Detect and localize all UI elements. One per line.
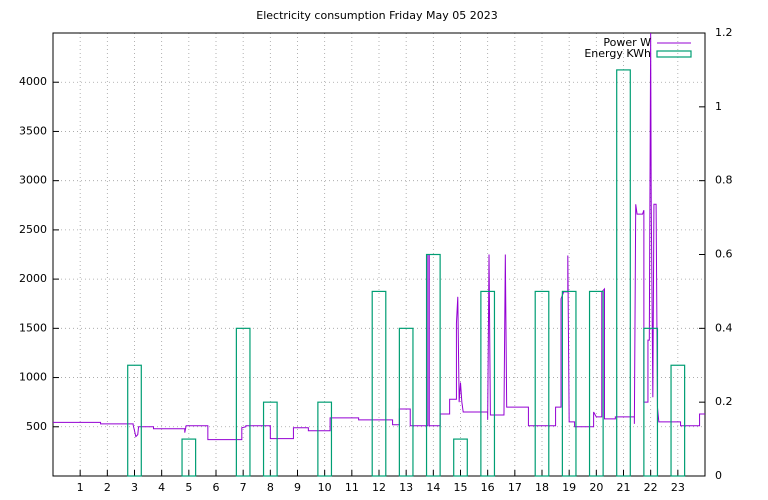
y2-tick-label: 0.6 — [715, 248, 733, 261]
power-line — [53, 32, 705, 441]
y2-tick-label: 1.2 — [715, 26, 733, 39]
y-tick-label: 4000 — [19, 75, 47, 88]
x-tick-label: 15 — [454, 481, 468, 494]
y-tick-label: 2000 — [19, 272, 47, 285]
energy-box — [561, 290, 577, 477]
x-tick-label: 5 — [185, 481, 192, 494]
x-tick-label: 6 — [213, 481, 220, 494]
legend-label: Energy KWh — [584, 47, 651, 60]
x-tick-label: 7 — [240, 481, 247, 494]
energy-box — [616, 69, 631, 477]
x-tick-label: 12 — [372, 481, 386, 494]
legend-label: Power W — [603, 36, 651, 49]
y2-tick-label: 0.8 — [715, 174, 733, 187]
legend-swatch — [656, 50, 692, 58]
x-tick-label: 23 — [671, 481, 685, 494]
y-tick-label: 1500 — [19, 321, 47, 334]
energy-box — [262, 401, 278, 477]
energy-box — [425, 253, 441, 477]
x-tick-label: 18 — [535, 481, 549, 494]
x-tick-label: 10 — [318, 481, 332, 494]
y-tick-label: 3500 — [19, 124, 47, 137]
energy-box — [534, 290, 550, 477]
x-tick-label: 17 — [508, 481, 522, 494]
x-tick-label: 4 — [158, 481, 165, 494]
x-tick-label: 19 — [562, 481, 576, 494]
x-tick-label: 2 — [104, 481, 111, 494]
x-tick-label: 3 — [131, 481, 138, 494]
energy-box — [480, 290, 496, 477]
energy-box — [588, 290, 604, 477]
y-tick-label: 1000 — [19, 371, 47, 384]
x-tick-label: 13 — [399, 481, 413, 494]
y2-tick-label: 0 — [715, 469, 722, 482]
chart-title: Electricity consumption Friday May 05 20… — [256, 9, 497, 22]
energy-box — [127, 364, 142, 477]
energy-box — [317, 401, 333, 477]
x-tick-label: 8 — [267, 481, 274, 494]
energy-box — [643, 327, 659, 477]
energy-box — [235, 327, 251, 477]
energy-box — [670, 364, 686, 477]
x-tick-label: 20 — [589, 481, 603, 494]
energy-box — [398, 327, 414, 477]
x-tick-label: 14 — [426, 481, 440, 494]
energy-box — [371, 290, 387, 477]
y2-tick-label: 0.4 — [715, 321, 733, 334]
y2-tick-label: 0.2 — [715, 395, 733, 408]
x-tick-label: 22 — [644, 481, 658, 494]
energy-box — [453, 438, 468, 477]
x-tick-label: 16 — [481, 481, 495, 494]
x-tick-label: 9 — [294, 481, 301, 494]
y-tick-label: 3000 — [19, 174, 47, 187]
energy-box — [181, 438, 197, 477]
x-tick-label: 1 — [77, 481, 84, 494]
y2-tick-label: 1 — [715, 100, 722, 113]
y-tick-label: 2500 — [19, 223, 47, 236]
x-tick-label: 11 — [345, 481, 359, 494]
x-tick-label: 21 — [617, 481, 631, 494]
y-tick-label: 500 — [26, 420, 47, 433]
